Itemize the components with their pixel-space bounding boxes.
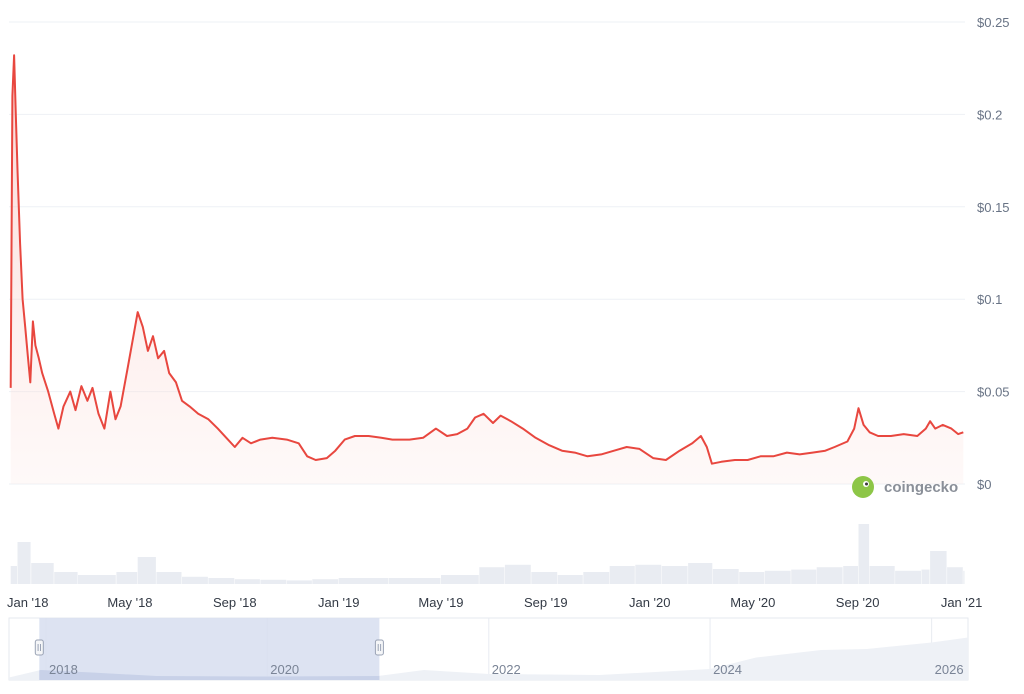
volume-bar bbox=[504, 564, 531, 584]
x-tick-label: May '20 bbox=[730, 595, 775, 610]
volume-bar bbox=[661, 566, 688, 584]
navigator-year-label: 2018 bbox=[49, 662, 78, 677]
handle-grip[interactable] bbox=[374, 639, 384, 656]
volume-bar bbox=[156, 572, 182, 584]
navigator-year-label: 2020 bbox=[270, 662, 299, 677]
volume-bars bbox=[10, 524, 965, 584]
volume-bar bbox=[609, 566, 635, 584]
volume-bar bbox=[31, 563, 54, 584]
volume-bar bbox=[17, 542, 31, 584]
x-tick-label: May '19 bbox=[418, 595, 463, 610]
volume-bar bbox=[389, 578, 441, 584]
navigator-profile bbox=[9, 637, 968, 680]
x-tick-label: May '18 bbox=[107, 595, 152, 610]
volume-bar bbox=[137, 557, 156, 584]
range-navigator[interactable]: 2018 2020 2022 2024 2026 bbox=[8, 617, 969, 681]
navigator-year-labels: 2018 2020 2022 2024 2026 bbox=[49, 662, 964, 677]
y-tick-label: $0 bbox=[977, 477, 991, 492]
volume-bar bbox=[869, 566, 895, 584]
x-tick-label: Jan '18 bbox=[7, 595, 49, 610]
volume-bar bbox=[843, 566, 858, 584]
x-tick-label: Jan '19 bbox=[318, 595, 360, 610]
volume-bar bbox=[895, 570, 921, 584]
x-tick-label: Sep '19 bbox=[524, 595, 568, 610]
navigator-year-label: 2024 bbox=[713, 662, 742, 677]
volume-bar bbox=[479, 567, 505, 584]
volume-bar bbox=[930, 551, 947, 584]
volume-bar bbox=[338, 578, 389, 584]
y-tick-label: $0.2 bbox=[977, 107, 1002, 122]
volume-bar bbox=[712, 569, 739, 584]
brand-name: coingecko bbox=[884, 479, 958, 496]
gecko-icon bbox=[852, 476, 874, 498]
price-line[interactable] bbox=[9, 54, 964, 465]
volume-bar bbox=[531, 572, 558, 584]
watermark: coingecko bbox=[852, 476, 958, 498]
price-area-fill bbox=[10, 55, 964, 485]
volume-bar bbox=[635, 564, 662, 584]
navigator-year-label: 2022 bbox=[492, 662, 521, 677]
navigator-selection[interactable] bbox=[39, 618, 380, 680]
volume-bar bbox=[764, 570, 791, 584]
x-tick-label: Jan '20 bbox=[629, 595, 671, 610]
volume-bar bbox=[182, 576, 208, 584]
navigator-profile-selected bbox=[39, 670, 380, 680]
x-tick-label: Sep '18 bbox=[213, 595, 257, 610]
volume-bar bbox=[260, 579, 287, 584]
y-axis: $0 $0.05 $0.1 $0.15 $0.2 $0.25 bbox=[977, 15, 1010, 492]
navigator-right-handle[interactable] bbox=[374, 639, 384, 656]
x-tick-label: Jan '21 bbox=[941, 595, 983, 610]
y-tick-label: $0.05 bbox=[977, 385, 1010, 400]
volume-bar bbox=[208, 578, 235, 584]
volume-bar bbox=[858, 524, 870, 584]
volume-bar bbox=[557, 575, 583, 584]
volume-bar bbox=[947, 567, 963, 584]
volume-bar bbox=[739, 572, 765, 584]
x-tick-label: Sep '20 bbox=[836, 595, 880, 610]
y-tick-label: $0.25 bbox=[977, 15, 1010, 30]
volume-bar bbox=[583, 572, 610, 584]
gecko-pupil-icon bbox=[865, 482, 868, 486]
volume-bar bbox=[921, 569, 930, 584]
handle-grip[interactable] bbox=[34, 639, 44, 656]
volume-bar bbox=[688, 563, 713, 584]
volume-bar bbox=[791, 569, 817, 584]
volume-bar bbox=[116, 572, 138, 584]
volume-bar bbox=[78, 575, 116, 584]
volume-bar bbox=[963, 570, 965, 584]
volume-bar bbox=[10, 566, 17, 584]
volume-bar bbox=[816, 567, 843, 584]
volume-bar bbox=[234, 579, 260, 584]
y-tick-label: $0.15 bbox=[977, 200, 1010, 215]
y-tick-label: $0.1 bbox=[977, 292, 1002, 307]
volume-bar bbox=[286, 580, 312, 584]
volume-bar bbox=[441, 575, 479, 584]
navigator-left-handle[interactable] bbox=[34, 639, 44, 656]
volume-bar bbox=[312, 579, 339, 584]
volume-bar bbox=[54, 572, 78, 584]
navigator-year-label: 2026 bbox=[935, 662, 964, 677]
x-axis: Jan '18 May '18 Sep '18 Jan '19 May '19 Sep '… bbox=[7, 595, 982, 610]
